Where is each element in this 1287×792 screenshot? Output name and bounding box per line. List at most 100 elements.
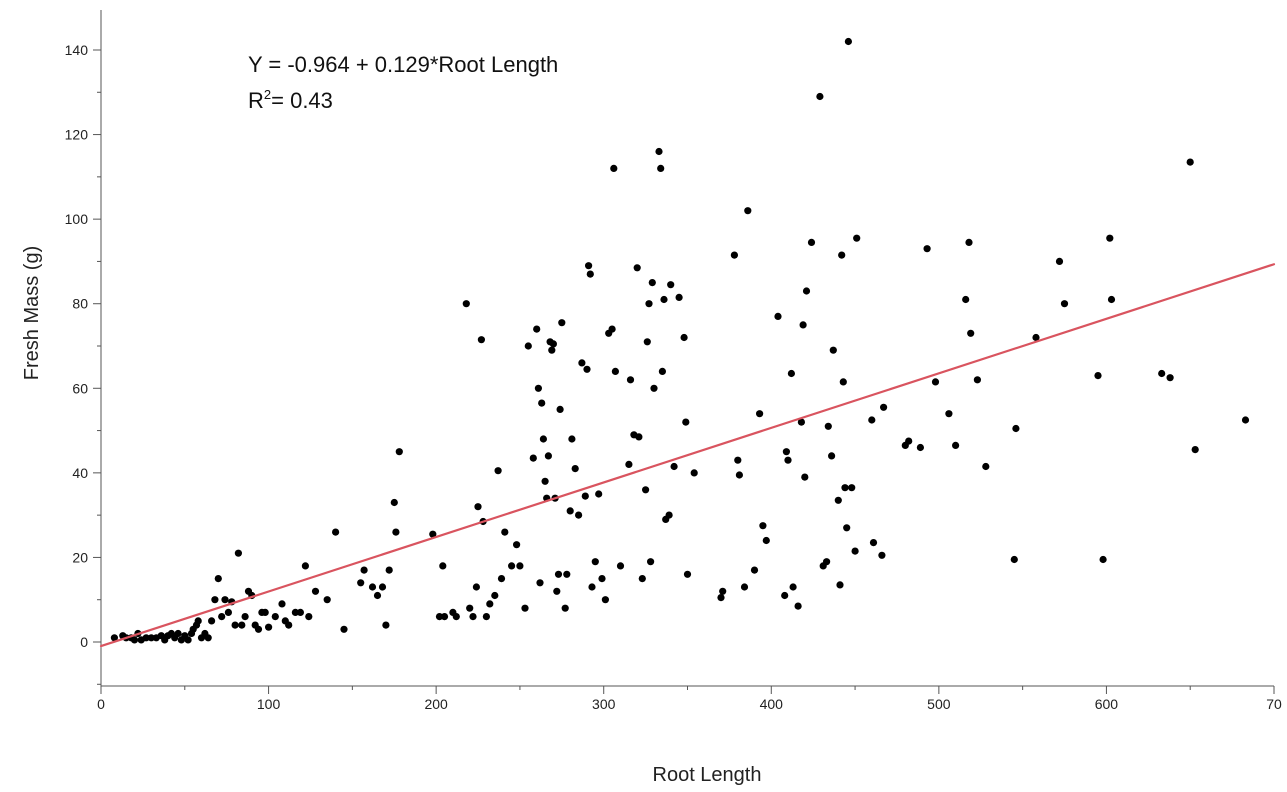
data-point — [1099, 555, 1107, 564]
data-point — [657, 164, 665, 172]
data-point — [440, 613, 449, 621]
data-point — [588, 583, 596, 591]
x-tick-label: 300 — [592, 696, 616, 712]
data-point — [501, 528, 509, 536]
data-point — [789, 583, 797, 591]
data-point — [762, 536, 770, 545]
data-point — [828, 452, 836, 460]
data-point — [513, 541, 521, 549]
x-tick-label: 500 — [927, 696, 951, 712]
data-point — [491, 591, 499, 600]
data-point — [658, 367, 667, 375]
data-point — [261, 608, 269, 617]
data-point — [558, 319, 566, 327]
data-point — [952, 441, 960, 449]
x-tick-label: 70 — [1266, 696, 1282, 712]
data-point — [625, 460, 633, 468]
data-point — [880, 403, 888, 411]
y-tick-label: 120 — [65, 127, 89, 143]
data-point — [816, 92, 824, 101]
data-point — [544, 452, 553, 460]
data-point — [549, 340, 558, 348]
data-point — [541, 477, 549, 485]
data-point — [462, 300, 470, 308]
data-point — [224, 608, 232, 617]
data-point — [575, 511, 583, 519]
data-point — [635, 433, 643, 441]
data-point — [878, 551, 886, 559]
data-point — [799, 321, 807, 329]
x-tick-label: 400 — [760, 696, 784, 712]
y-axis-title: Fresh Mass (g) — [21, 246, 43, 380]
data-point — [581, 492, 589, 500]
data-point — [554, 570, 563, 578]
data-point — [472, 583, 480, 591]
data-point — [360, 566, 368, 574]
data-point — [395, 448, 403, 456]
data-point — [477, 336, 485, 344]
y-tick-label: 140 — [65, 42, 89, 58]
data-point — [823, 558, 831, 566]
y-tick-label: 100 — [65, 211, 89, 227]
data-point — [841, 484, 849, 492]
data-point — [1166, 374, 1174, 382]
data-point — [568, 435, 576, 443]
data-point — [486, 600, 494, 608]
data-point — [598, 575, 606, 583]
x-tick-label: 600 — [1095, 696, 1119, 712]
data-point — [824, 422, 832, 430]
data-point — [285, 621, 293, 629]
data-point — [516, 562, 524, 570]
data-point — [323, 596, 331, 604]
data-point — [382, 621, 390, 629]
data-point — [853, 234, 861, 242]
data-point — [238, 621, 246, 629]
data-point — [643, 338, 651, 346]
data-point — [378, 583, 387, 591]
data-point — [1032, 333, 1040, 342]
data-point — [296, 608, 304, 617]
data-point — [211, 596, 219, 604]
data-point — [682, 418, 690, 426]
data-point — [774, 312, 782, 320]
data-point — [1191, 446, 1199, 454]
data-point — [923, 245, 931, 253]
data-point — [301, 562, 309, 570]
data-point — [429, 530, 437, 538]
data-point — [221, 596, 229, 604]
data-point — [967, 329, 975, 337]
data-point — [521, 604, 529, 612]
data-point — [390, 498, 398, 507]
data-point — [660, 295, 668, 304]
data-point — [626, 376, 635, 384]
data-point — [1012, 424, 1020, 433]
data-point — [667, 281, 675, 289]
data-point — [616, 562, 625, 570]
data-point — [561, 604, 569, 612]
data-point — [802, 287, 811, 295]
data-point — [730, 251, 739, 259]
data-point — [611, 367, 620, 375]
r-squared-superscript: 2 — [264, 87, 271, 102]
data-point — [982, 462, 990, 471]
data-point — [740, 583, 749, 591]
data-point — [539, 435, 548, 443]
data-point — [838, 251, 846, 259]
data-point — [735, 471, 744, 479]
data-point — [797, 418, 806, 426]
data-point — [469, 613, 477, 621]
y-tick-label: 40 — [72, 465, 88, 481]
data-point — [973, 376, 982, 384]
y-tick-label: 60 — [72, 380, 88, 396]
x-tick-label: 0 — [97, 696, 105, 712]
data-point — [782, 448, 791, 456]
data-point — [844, 37, 853, 46]
data-point — [305, 613, 313, 621]
data-point — [916, 443, 925, 452]
data-point — [392, 528, 400, 536]
data-point — [452, 613, 460, 621]
data-point — [834, 496, 842, 504]
data-point — [373, 591, 382, 600]
data-point — [744, 207, 752, 215]
